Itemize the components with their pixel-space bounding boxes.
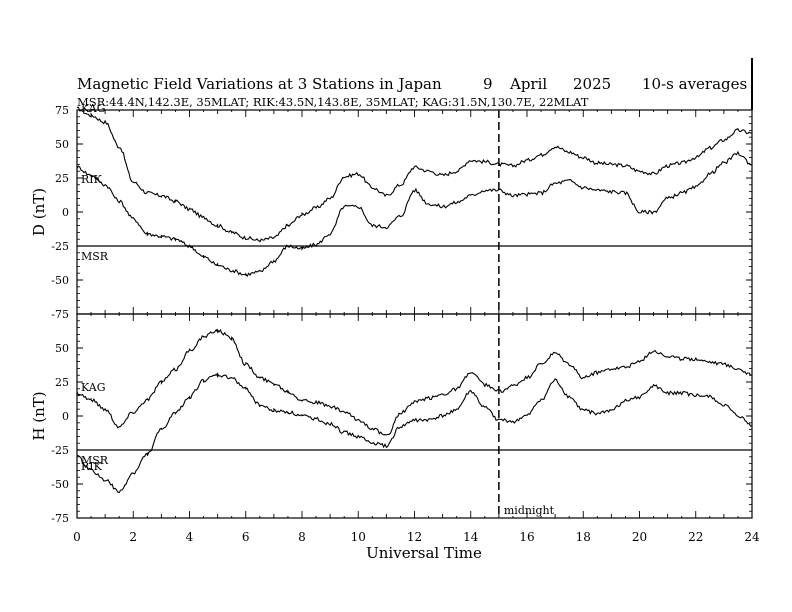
h-y-axis-label: H (nT): [30, 391, 48, 440]
d-baseline-label: MSR: [81, 250, 109, 263]
h-ytick-label: -25: [51, 444, 69, 457]
midnight-marker: midnight: [498, 110, 555, 518]
h-series-label-kag: KAG: [81, 381, 106, 394]
x-tick-label: 8: [298, 530, 306, 544]
averaging-label: 10-s averages: [642, 75, 747, 93]
x-tick-label: 10: [351, 530, 366, 544]
x-axis-label: Universal Time: [366, 544, 482, 562]
d-series-label-rik: RIK: [81, 173, 103, 186]
stations-line: MSR:44.4N,142.3E, 35MLAT; RIK:43.5N,143.…: [77, 95, 589, 109]
x-tick-label: 12: [407, 530, 422, 544]
h-ytick-label: -75: [51, 512, 69, 525]
x-tick-label: 22: [688, 530, 703, 544]
d-ytick-label: -75: [51, 308, 69, 321]
d-y-axis-label: D (nT): [30, 188, 48, 236]
x-tick-label: 24: [744, 530, 760, 544]
h-component-panel: MSR 50 25 0 -25 -50 -75 H (nT) KAG RIK: [30, 313, 753, 525]
d-ytick-label: -25: [51, 240, 69, 253]
x-tick-label: 2: [129, 530, 137, 544]
h-panel-frame: [76, 313, 753, 519]
x-tick-label: 4: [186, 530, 194, 544]
h-baseline-label: MSR: [81, 454, 109, 467]
x-tick-label: 6: [242, 530, 250, 544]
date-year: 2025: [573, 75, 611, 93]
x-tick-label: 20: [632, 530, 647, 544]
d-ytick-label: -50: [51, 274, 69, 287]
x-tick-label: 18: [576, 530, 591, 544]
d-ytick-label: 75: [55, 104, 69, 117]
d-ytick-label: 0: [62, 206, 69, 219]
midnight-label: midnight: [504, 504, 555, 517]
h-ytick-label: 50: [55, 342, 69, 355]
d-ytick-label: 50: [55, 138, 69, 151]
d-series-label-kag: KAG: [81, 102, 106, 115]
d-ytick-label: 25: [55, 172, 69, 185]
x-tick-labels: 0 2 4 6 8 10 12 14 16 18 20 22 24: [73, 530, 760, 544]
figure-title: Magnetic Field Variations at 3 Stations …: [77, 75, 442, 93]
h-series-rik: [76, 372, 753, 494]
h-series-label-rik: RIK: [81, 460, 103, 473]
x-tick-label: 16: [519, 530, 534, 544]
h-ytick-label: 0: [62, 410, 69, 423]
x-tick-label: 14: [463, 530, 479, 544]
h-ytick-label: -50: [51, 478, 69, 491]
date-month: April: [509, 75, 547, 93]
h-series-kag: [76, 328, 752, 436]
d-component-panel: MSR 75 50 25 0 -25 -50 -75 D (nT) KAG RIK: [30, 102, 753, 321]
d-series-rik: [76, 150, 753, 278]
date-day: 9: [483, 75, 493, 93]
x-tick-label: 0: [73, 530, 81, 544]
h-ytick-label: 25: [55, 376, 69, 389]
d-series-kag: [77, 106, 753, 243]
